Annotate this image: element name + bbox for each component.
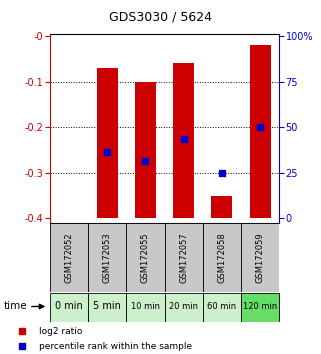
- Text: GDS3030 / 5624: GDS3030 / 5624: [109, 11, 212, 24]
- Text: GSM172052: GSM172052: [65, 232, 74, 283]
- Bar: [164, 223, 203, 292]
- Bar: [88, 293, 126, 321]
- Bar: [126, 293, 164, 321]
- Bar: [50, 293, 88, 321]
- Bar: [135, 81, 156, 218]
- Bar: [241, 293, 279, 321]
- Bar: [164, 293, 203, 321]
- Bar: [211, 196, 232, 218]
- Text: log2 ratio: log2 ratio: [39, 326, 82, 336]
- Bar: [250, 45, 271, 218]
- Text: 0 min: 0 min: [55, 302, 83, 312]
- Text: GSM172059: GSM172059: [256, 232, 265, 283]
- Bar: [97, 68, 118, 218]
- Text: GSM172053: GSM172053: [103, 232, 112, 283]
- Text: GSM172057: GSM172057: [179, 232, 188, 283]
- Bar: [88, 223, 126, 292]
- Text: 5 min: 5 min: [93, 302, 121, 312]
- Text: time: time: [3, 302, 27, 312]
- Bar: [203, 223, 241, 292]
- Bar: [126, 223, 164, 292]
- Bar: [241, 223, 279, 292]
- Text: 10 min: 10 min: [131, 302, 160, 311]
- Text: GSM172055: GSM172055: [141, 232, 150, 283]
- Text: percentile rank within the sample: percentile rank within the sample: [39, 342, 192, 350]
- Bar: [203, 293, 241, 321]
- Text: 120 min: 120 min: [243, 302, 277, 311]
- Text: 60 min: 60 min: [207, 302, 237, 311]
- Text: 20 min: 20 min: [169, 302, 198, 311]
- Bar: [173, 63, 194, 218]
- Bar: [50, 223, 88, 292]
- Text: GSM172058: GSM172058: [217, 232, 226, 283]
